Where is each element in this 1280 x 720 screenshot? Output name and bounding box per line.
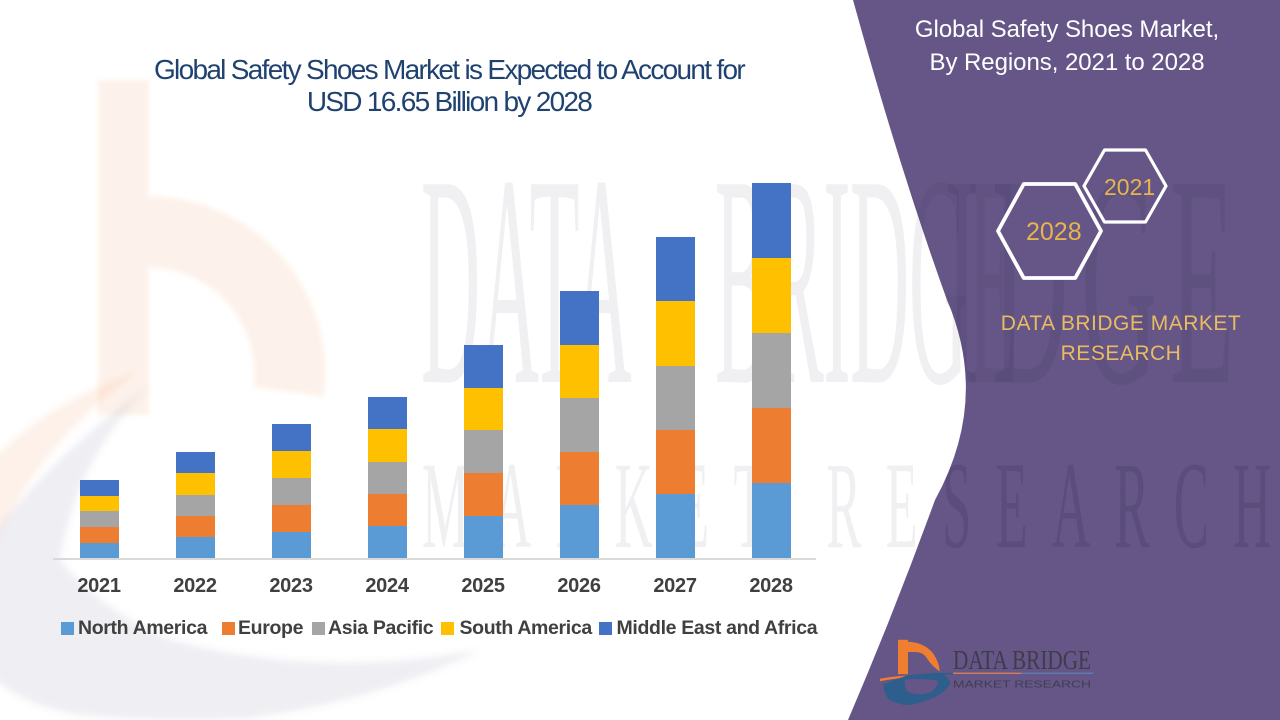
svg-text:MARKET RESEARCH: MARKET RESEARCH [953, 679, 1091, 691]
svg-text:DATA BRIDGE: DATA BRIDGE [953, 645, 1091, 675]
